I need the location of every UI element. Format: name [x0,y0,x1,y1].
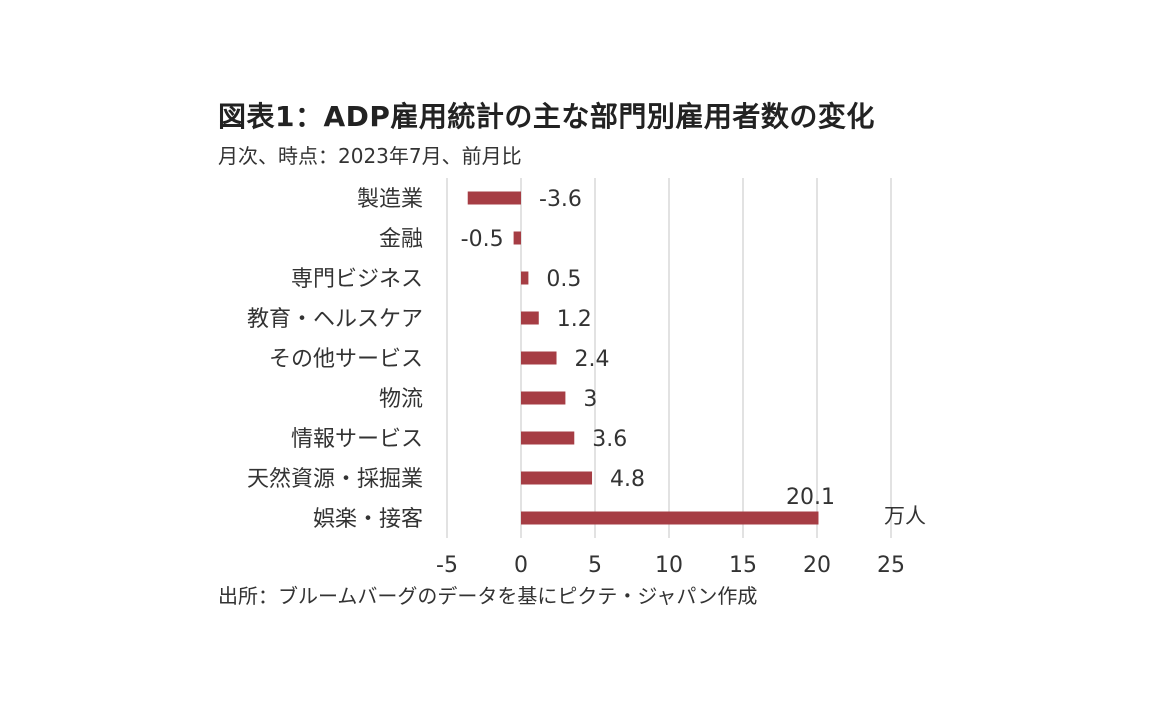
bar [467,191,521,205]
category-label: 金融 [379,227,423,252]
bar [521,351,557,365]
data-label: -0.5 [461,227,504,252]
category-label: 天然資源・採掘業 [247,467,423,492]
gridlines [446,178,892,538]
bar [521,471,593,485]
bar [521,431,575,445]
data-label: 20.1 [786,485,835,510]
data-label: 3.6 [592,427,627,452]
x-axis-ticks: -5 0 5 10 15 20 25 [436,553,905,578]
category-label: 教育・ヘルスケア [247,307,423,332]
x-tick-label: 10 [655,553,683,578]
category-label: その他サービス [269,347,423,372]
x-tick-label: 25 [877,553,905,578]
category-label: 情報サービス [291,427,423,452]
category-label: 製造業 [357,187,423,212]
category-label: 娯楽・接客 [313,507,423,532]
bar [521,391,566,405]
data-label: 4.8 [610,467,645,492]
category-label: 物流 [379,387,423,412]
source-note: 出所：ブルームバーグのデータを基にピクテ・ジャパン作成 [218,584,758,608]
bars [467,191,819,525]
data-label: 0.5 [546,267,581,292]
data-label: 3 [583,387,597,412]
x-tick-label: 15 [729,553,757,578]
category-labels: 製造業金融専門ビジネス教育・ヘルスケアその他サービス物流情報サービス天然資源・採… [247,187,423,532]
value-labels: -3.6 -0.5 0.5 1.2 2.4 3 3.6 4.8 20.1 [461,187,835,510]
bar [521,271,529,285]
chart-subtitle: 月次、時点：2023年7月、前月比 [218,144,522,168]
x-tick-label: 5 [588,553,602,578]
x-tick-label: 20 [803,553,831,578]
data-label: 1.2 [557,307,592,332]
data-label: 2.4 [575,347,610,372]
unit-label: 万人 [884,504,926,528]
category-label: 専門ビジネス [291,267,423,292]
x-tick-label: -5 [436,553,458,578]
data-label: -3.6 [539,187,582,212]
bar [521,511,819,525]
bar [521,311,539,325]
bar [513,231,521,245]
chart-title: 図表1：ADP雇用統計の主な部門別雇用者数の変化 [218,100,875,133]
x-tick-label: 0 [514,553,528,578]
